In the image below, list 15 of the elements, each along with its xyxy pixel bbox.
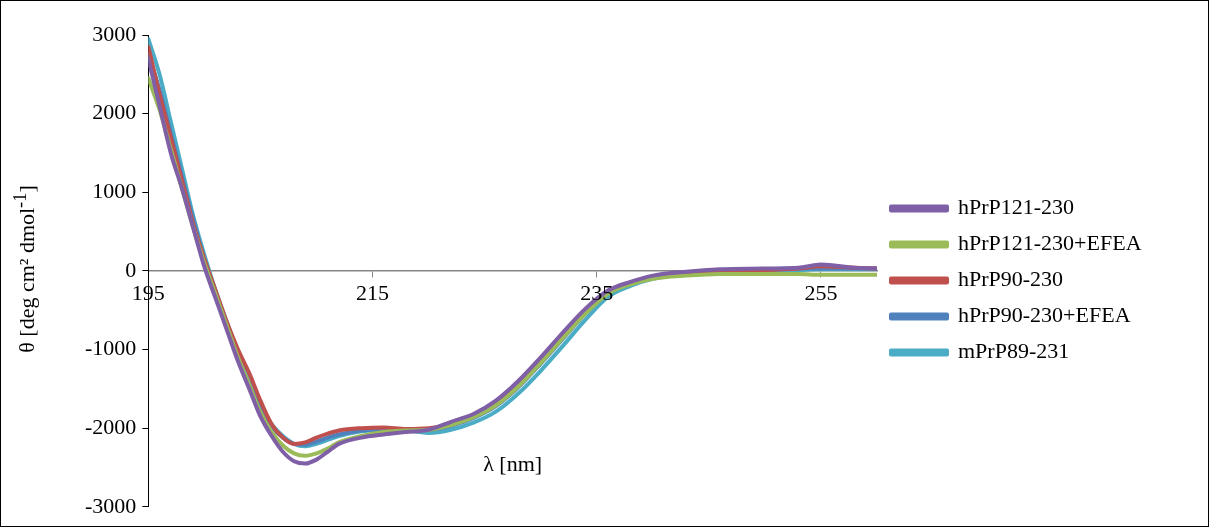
legend-label: hPrP90-230+EFEA xyxy=(958,302,1131,328)
y-tick-label: -1000 xyxy=(85,335,137,361)
legend-label: hPrP121-230+EFEA xyxy=(958,230,1142,256)
y-tick-label: -2000 xyxy=(85,413,137,439)
y-tick-label: -3000 xyxy=(85,492,137,518)
x-axis-title: λ [nm] xyxy=(483,450,543,476)
legend-label: hPrP90-230 xyxy=(958,266,1064,292)
y-tick-label: 1000 xyxy=(92,178,137,204)
legend-label: mPrP89-231 xyxy=(958,338,1070,364)
x-tick-label: 215 xyxy=(356,279,390,305)
x-tick-label: 255 xyxy=(804,279,838,305)
y-tick-label: 3000 xyxy=(92,20,137,46)
y-tick-label: 2000 xyxy=(92,99,137,125)
legend-label: hPrP121-230 xyxy=(958,194,1075,220)
y-tick-label: 0 xyxy=(125,256,137,282)
